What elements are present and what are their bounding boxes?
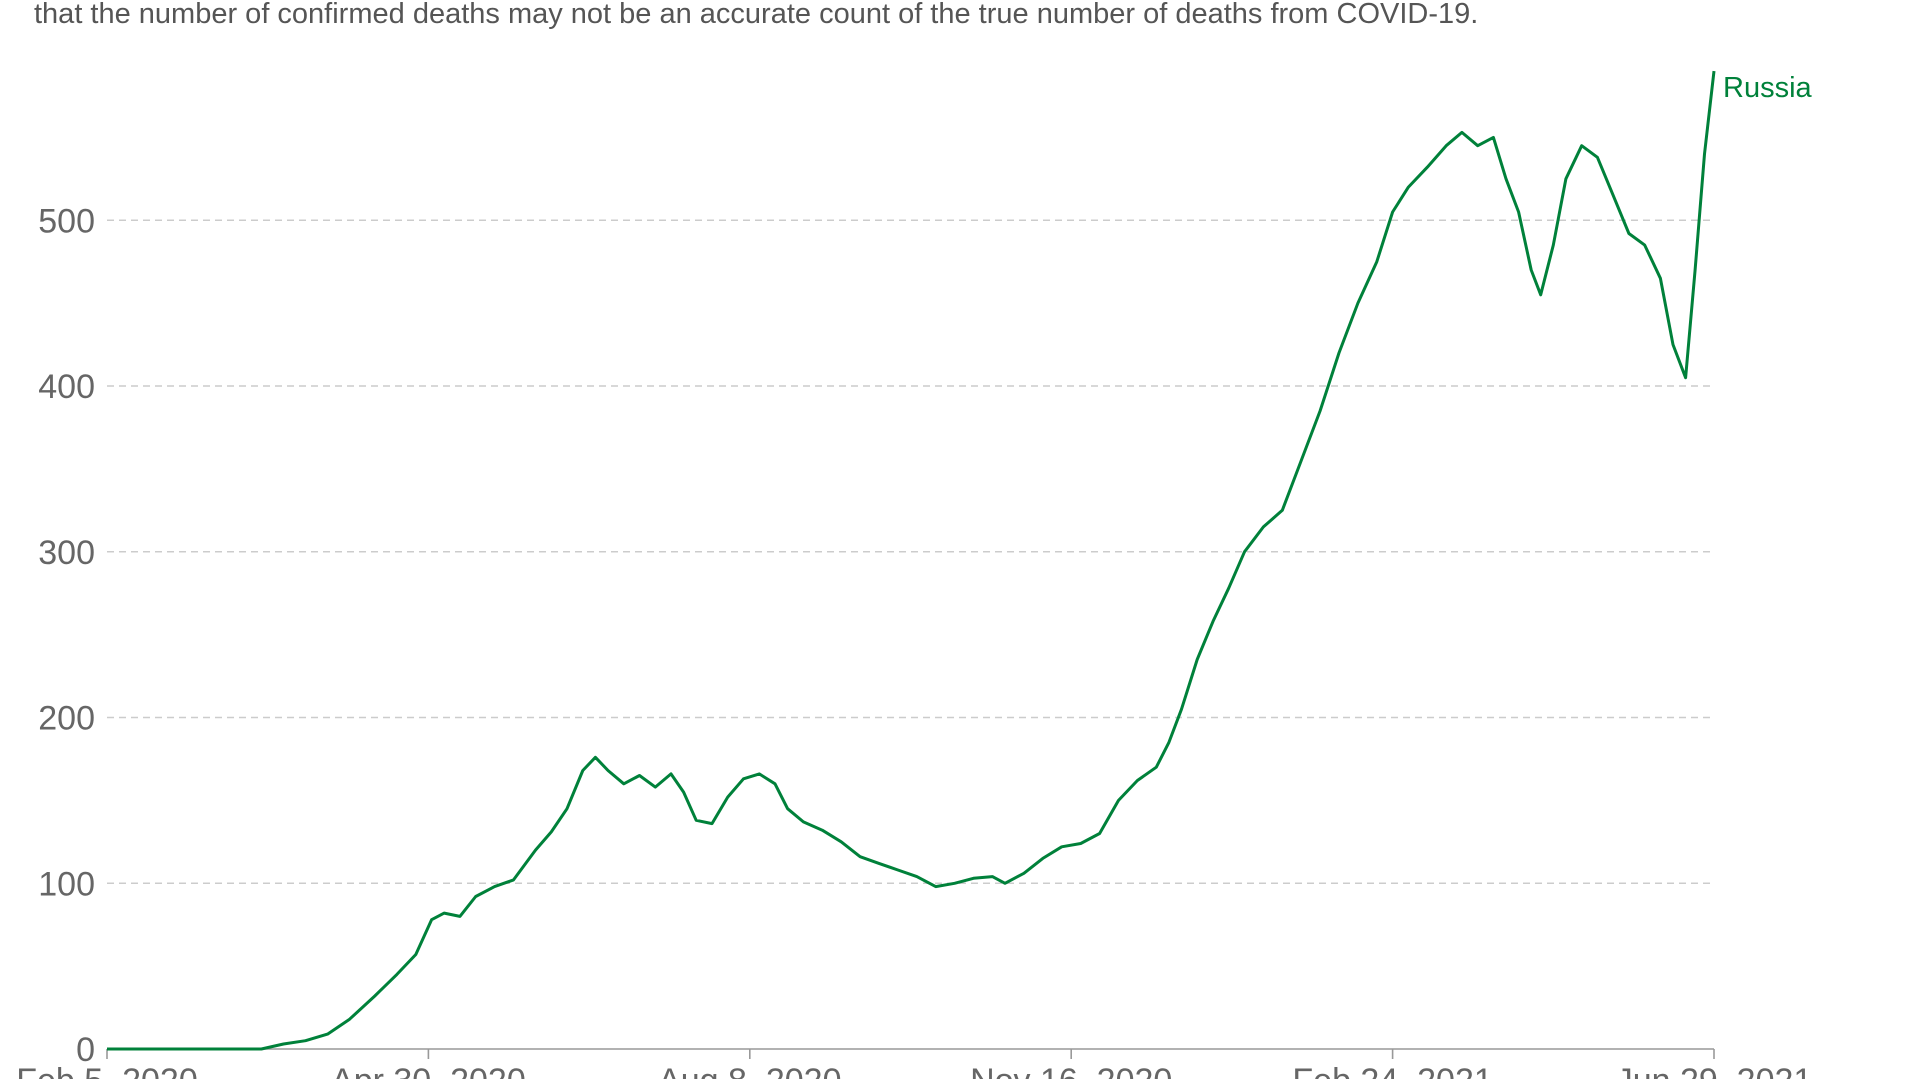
x-tick-label: Nov 16, 2020 — [970, 1062, 1172, 1079]
gridlines — [107, 219, 1714, 885]
y-tick-label-0: 0 — [76, 1031, 95, 1069]
y-tick-label-400: 400 — [38, 368, 95, 406]
y-axis: 0 100 200 300 400 500 — [38, 202, 95, 1069]
y-tick-label-500: 500 — [38, 202, 95, 240]
series-layer: Russia — [107, 70, 1813, 1051]
y-tick-label-300: 300 — [38, 534, 95, 572]
x-tick-label: Aug 8, 2020 — [658, 1062, 841, 1079]
series-label: Russia — [1723, 72, 1813, 104]
series-line-russia — [107, 70, 1716, 1051]
x-tick-label: Feb 24, 2021 — [1292, 1062, 1492, 1079]
y-tick-label-100: 100 — [38, 865, 95, 903]
chart-caption: that the number of confirmed deaths may … — [34, 0, 1479, 30]
x-axis: Feb 5, 2020 Apr 30, 2020 Aug 8, 2020 Nov 16… — [16, 1048, 1813, 1079]
x-tick-label: Jun 29, 2021 — [1616, 1062, 1813, 1079]
x-tick-label: Apr 30, 2020 — [331, 1062, 526, 1079]
x-tick-label: Feb 5, 2020 — [16, 1062, 197, 1079]
y-tick-label-200: 200 — [38, 700, 95, 738]
